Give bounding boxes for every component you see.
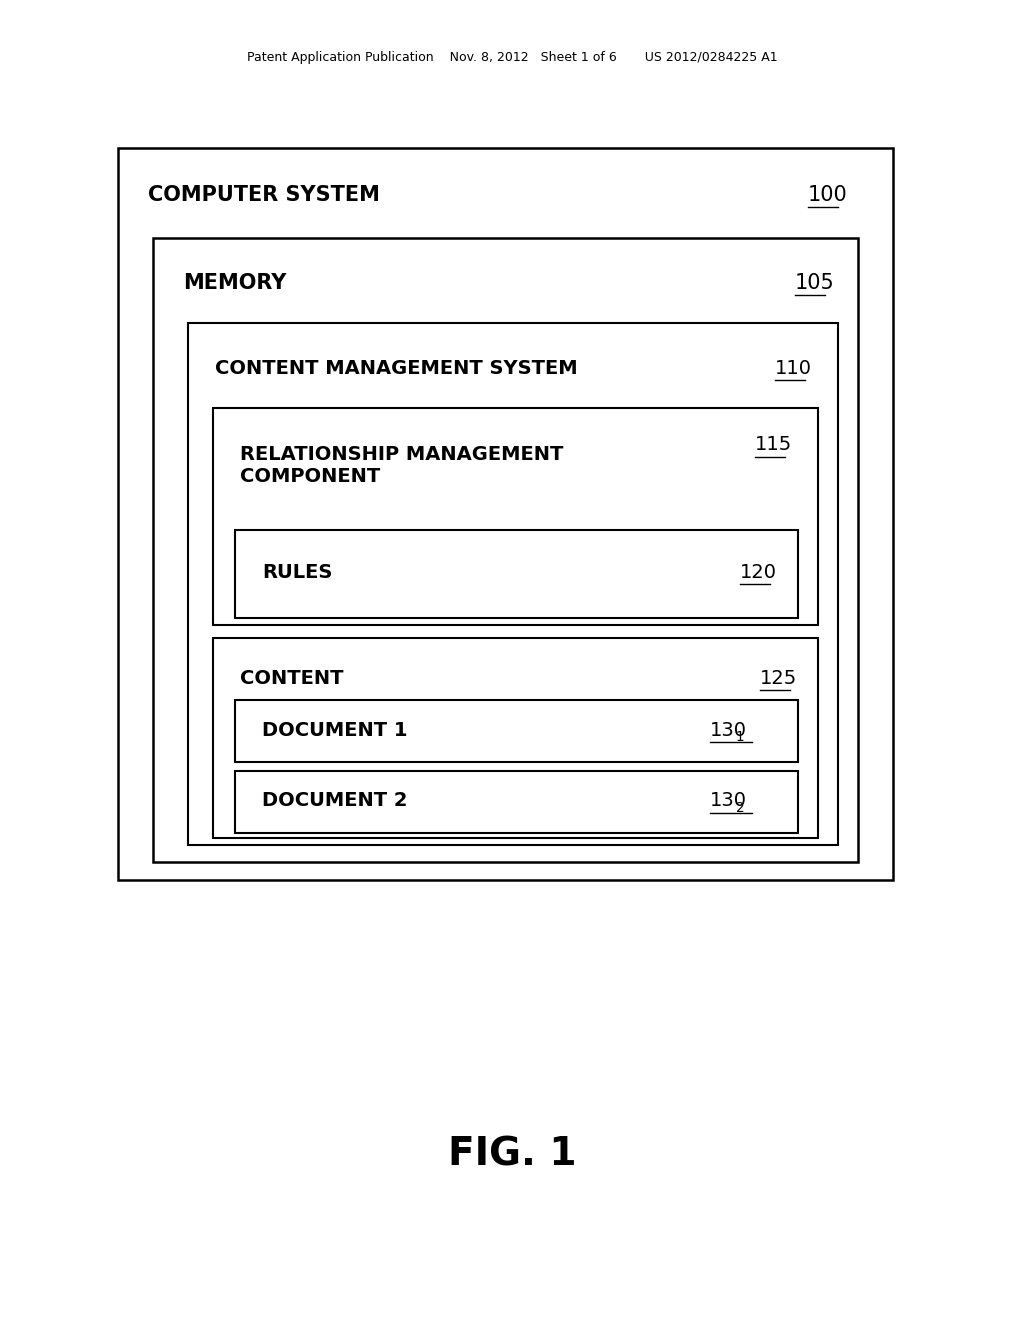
Text: MEMORY: MEMORY [183, 273, 287, 293]
Bar [118, 148, 893, 880]
Bar [213, 638, 818, 838]
Bar [213, 408, 818, 624]
Text: COMPUTER SYSTEM: COMPUTER SYSTEM [148, 185, 380, 205]
Text: 105: 105 [795, 273, 835, 293]
Text: CONTENT MANAGEMENT SYSTEM: CONTENT MANAGEMENT SYSTEM [215, 359, 578, 378]
Bar [234, 700, 798, 762]
Text: 125: 125 [760, 668, 798, 688]
Text: 115: 115 [755, 436, 793, 454]
Text: FIG. 1: FIG. 1 [447, 1137, 577, 1173]
Bar [234, 531, 798, 618]
Text: CONTENT: CONTENT [240, 668, 343, 688]
Text: DOCUMENT 2: DOCUMENT 2 [262, 792, 408, 810]
Text: 100: 100 [808, 185, 848, 205]
Text: DOCUMENT 1: DOCUMENT 1 [262, 721, 408, 739]
Text: 130: 130 [710, 792, 746, 810]
Text: RELATIONSHIP MANAGEMENT
COMPONENT: RELATIONSHIP MANAGEMENT COMPONENT [240, 445, 563, 486]
Bar [234, 771, 798, 833]
Text: 2: 2 [736, 801, 744, 814]
Text: 1: 1 [736, 730, 744, 744]
Text: 120: 120 [740, 562, 777, 582]
Bar [153, 238, 858, 862]
Text: 130: 130 [710, 721, 746, 739]
Bar [188, 323, 838, 845]
Text: RULES: RULES [262, 562, 333, 582]
Text: 110: 110 [775, 359, 812, 378]
Text: Patent Application Publication    Nov. 8, 2012   Sheet 1 of 6       US 2012/0284: Patent Application Publication Nov. 8, 2… [247, 50, 777, 63]
